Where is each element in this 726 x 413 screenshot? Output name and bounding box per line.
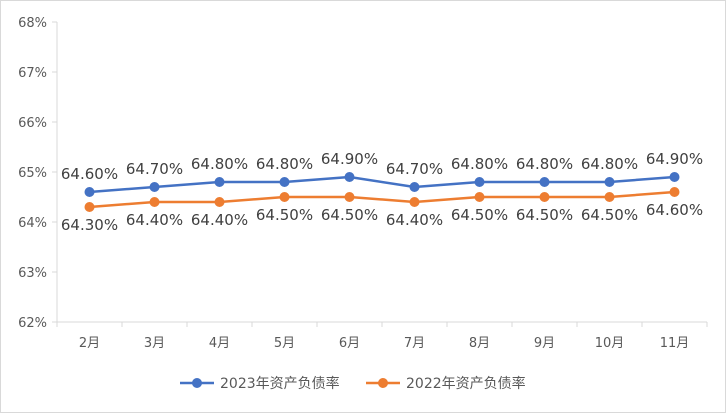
data-point-1 xyxy=(84,187,95,197)
y-tick-label: 63% xyxy=(18,266,47,281)
data-label-2: 64.50% xyxy=(516,206,573,224)
data-label-1: 64.70% xyxy=(126,160,183,178)
data-point-2 xyxy=(279,192,290,202)
legend-label-2: 2022年资产负债率 xyxy=(406,375,526,392)
x-tick-label: 7月 xyxy=(404,336,425,351)
y-tick-label: 65% xyxy=(18,166,47,181)
data-point-1 xyxy=(409,182,420,192)
data-label-2: 64.60% xyxy=(646,201,703,219)
data-point-1 xyxy=(279,177,290,187)
data-point-2 xyxy=(539,192,550,202)
data-label-1: 64.60% xyxy=(61,165,118,183)
legend-marker-1 xyxy=(192,378,202,388)
data-label-1: 64.80% xyxy=(191,155,248,173)
data-point-2 xyxy=(344,192,355,202)
data-label-2: 64.30% xyxy=(61,216,118,234)
data-point-1 xyxy=(344,172,355,182)
legend-marker-2 xyxy=(378,378,388,388)
data-label-1: 64.90% xyxy=(646,150,703,168)
data-label-2: 64.50% xyxy=(256,206,313,224)
x-tick-label: 8月 xyxy=(469,336,490,351)
data-point-1 xyxy=(539,177,550,187)
x-tick-label: 4月 xyxy=(209,336,230,351)
x-tick-label: 6月 xyxy=(339,336,360,351)
data-label-1: 64.80% xyxy=(581,155,638,173)
x-tick-label: 9月 xyxy=(534,336,555,351)
data-point-1 xyxy=(669,172,680,182)
series-layer: 64.60% 64.70% 64.80% 64.80% 64.90% 64.70% 64.8… xyxy=(61,150,703,234)
data-point-2 xyxy=(214,197,225,207)
data-point-2 xyxy=(409,197,420,207)
x-tick-label: 3月 xyxy=(144,336,165,351)
data-point-1 xyxy=(149,182,160,192)
legend: 2023年资产负债率 2022年资产负债率 xyxy=(180,375,526,392)
data-point-2 xyxy=(84,202,95,212)
data-point-2 xyxy=(474,192,485,202)
series-line-2 xyxy=(89,190,675,209)
series-line-1 xyxy=(89,175,675,194)
x-tick-label: 10月 xyxy=(595,336,625,351)
y-tick-label: 64% xyxy=(18,216,47,231)
x-tick-label: 2月 xyxy=(79,336,100,351)
legend-label-1: 2023年资产负债率 xyxy=(220,375,340,392)
data-label-1: 64.90% xyxy=(321,150,378,168)
data-point-1 xyxy=(474,177,485,187)
y-tick-label: 68% xyxy=(18,16,47,31)
data-label-2: 64.40% xyxy=(191,211,248,229)
data-label-1: 64.70% xyxy=(386,160,443,178)
data-label-2: 64.50% xyxy=(321,206,378,224)
data-point-1 xyxy=(604,177,615,187)
axes: 62% 63% 64% 65% 66% 67% 68% 2月 3月 4月 5月 6月 7月 8月 9月 10月… xyxy=(18,16,708,351)
y-tick-label: 62% xyxy=(18,316,47,331)
data-label-1: 64.80% xyxy=(451,155,508,173)
y-tick-label: 67% xyxy=(18,66,47,81)
y-tick-label: 66% xyxy=(18,116,47,131)
data-label-2: 64.50% xyxy=(451,206,508,224)
data-label-1: 64.80% xyxy=(256,155,313,173)
data-point-1 xyxy=(214,177,225,187)
data-point-2 xyxy=(669,187,680,197)
data-label-1: 64.80% xyxy=(516,155,573,173)
data-point-2 xyxy=(604,192,615,202)
x-tick-label: 5月 xyxy=(274,336,295,351)
data-point-2 xyxy=(149,197,160,207)
data-label-2: 64.40% xyxy=(126,211,183,229)
x-tick-label: 11月 xyxy=(660,336,690,351)
data-label-2: 64.50% xyxy=(581,206,638,224)
data-label-2: 64.40% xyxy=(386,211,443,229)
